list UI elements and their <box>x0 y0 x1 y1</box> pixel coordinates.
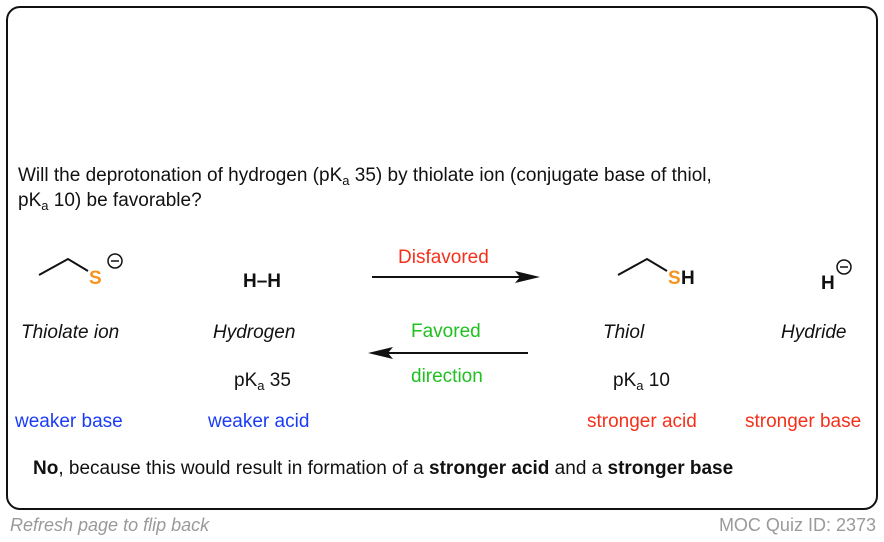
thiol-pka: pKa 10 <box>613 370 670 393</box>
thiolate-role: weaker base <box>15 411 123 432</box>
conclusion: No, because this would result in formati… <box>33 458 734 479</box>
forward-arrow <box>372 271 540 283</box>
hydrogen-name: Hydrogen <box>213 322 296 343</box>
thiolate-name: Thiolate ion <box>21 322 120 343</box>
svg-text:S: S <box>89 268 102 289</box>
hydride-structure: H <box>821 259 852 294</box>
thiol-name: Thiol <box>603 322 645 343</box>
refresh-hint: Refresh page to flip back <box>10 515 210 535</box>
reverse-arrow <box>368 347 528 359</box>
hydrogen-role: weaker acid <box>208 411 310 432</box>
thiolate-structure: S <box>38 253 123 289</box>
thiol-role: stronger acid <box>587 411 697 432</box>
svg-text:H: H <box>681 268 695 289</box>
question-line-1: Will the deprotonation of hydrogen (pKa … <box>18 165 712 188</box>
svg-text:S: S <box>668 268 681 289</box>
hydride-role: stronger base <box>745 411 862 432</box>
hydrogen-pka: pKa 35 <box>234 370 291 393</box>
hydrogen-formula: H–H <box>243 271 282 292</box>
quiz-id: MOC Quiz ID: 2373 <box>718 515 876 535</box>
direction-label: direction <box>411 366 483 387</box>
disfavored-label: Disfavored <box>398 247 489 268</box>
hydride-name: Hydride <box>781 322 847 343</box>
svg-text:H: H <box>821 273 835 294</box>
quiz-card[interactable] <box>6 6 878 510</box>
question-line-2: pKa 10) be favorable? <box>18 190 202 213</box>
thiol-structure: S H <box>617 257 695 289</box>
favored-label: Favored <box>411 321 481 342</box>
